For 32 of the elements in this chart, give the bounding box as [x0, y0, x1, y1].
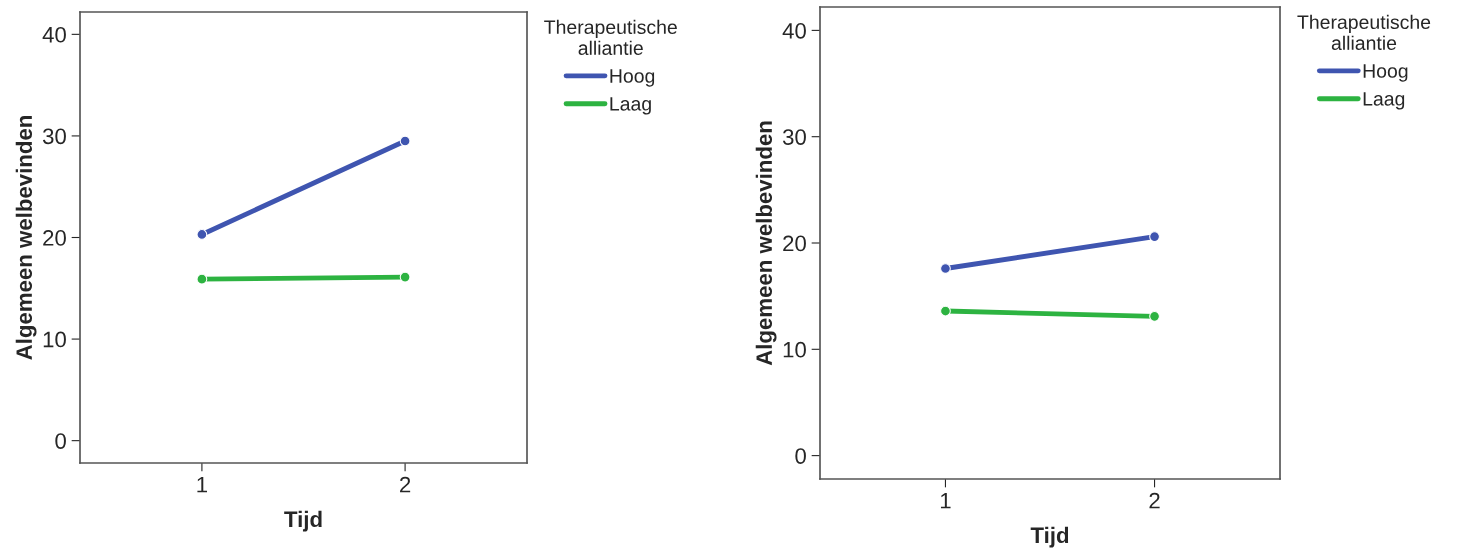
y-tick-label: 0 — [55, 433, 66, 449]
point — [399, 135, 411, 147]
point — [196, 229, 208, 240]
x-tick-label: 1 — [197, 477, 207, 493]
y-axis-title: Algemeen welbevinden — [15, 115, 37, 360]
x-axis-title: Tijd — [1030, 526, 1069, 548]
y-tick-label: 20 — [43, 230, 66, 246]
y-tick-label: 30 — [782, 129, 806, 145]
legend-title: Therapeutische alliantie — [544, 19, 677, 55]
x-tick-label: 1 — [940, 493, 951, 509]
legend-label: Hoog — [610, 69, 655, 87]
y-tick-label: 10 — [783, 341, 806, 358]
x-axis-title: Tijd — [284, 510, 322, 532]
legend-title: Therapeutische alliantie — [1297, 14, 1431, 50]
point — [940, 263, 951, 274]
point — [1149, 231, 1160, 242]
y-tick-label: 30 — [42, 128, 66, 145]
y-tick-label: 10 — [43, 331, 66, 348]
y-tick-label: 40 — [42, 26, 66, 43]
legend-label: Laag — [610, 97, 651, 115]
legend-label: Laag — [1363, 92, 1405, 110]
legend-label: Hoog — [1363, 64, 1408, 82]
point — [196, 273, 208, 285]
y-axis-title: Algemeen welbevinden — [755, 121, 777, 366]
y-tick-label: 40 — [782, 22, 806, 39]
y-tick-label: 20 — [783, 235, 806, 252]
x-tick-label: 2 — [400, 476, 411, 493]
y-tick-label: 0 — [795, 448, 806, 464]
x-tick-label: 2 — [1149, 492, 1160, 509]
point — [399, 271, 411, 283]
point — [1149, 310, 1160, 322]
point — [940, 305, 951, 317]
